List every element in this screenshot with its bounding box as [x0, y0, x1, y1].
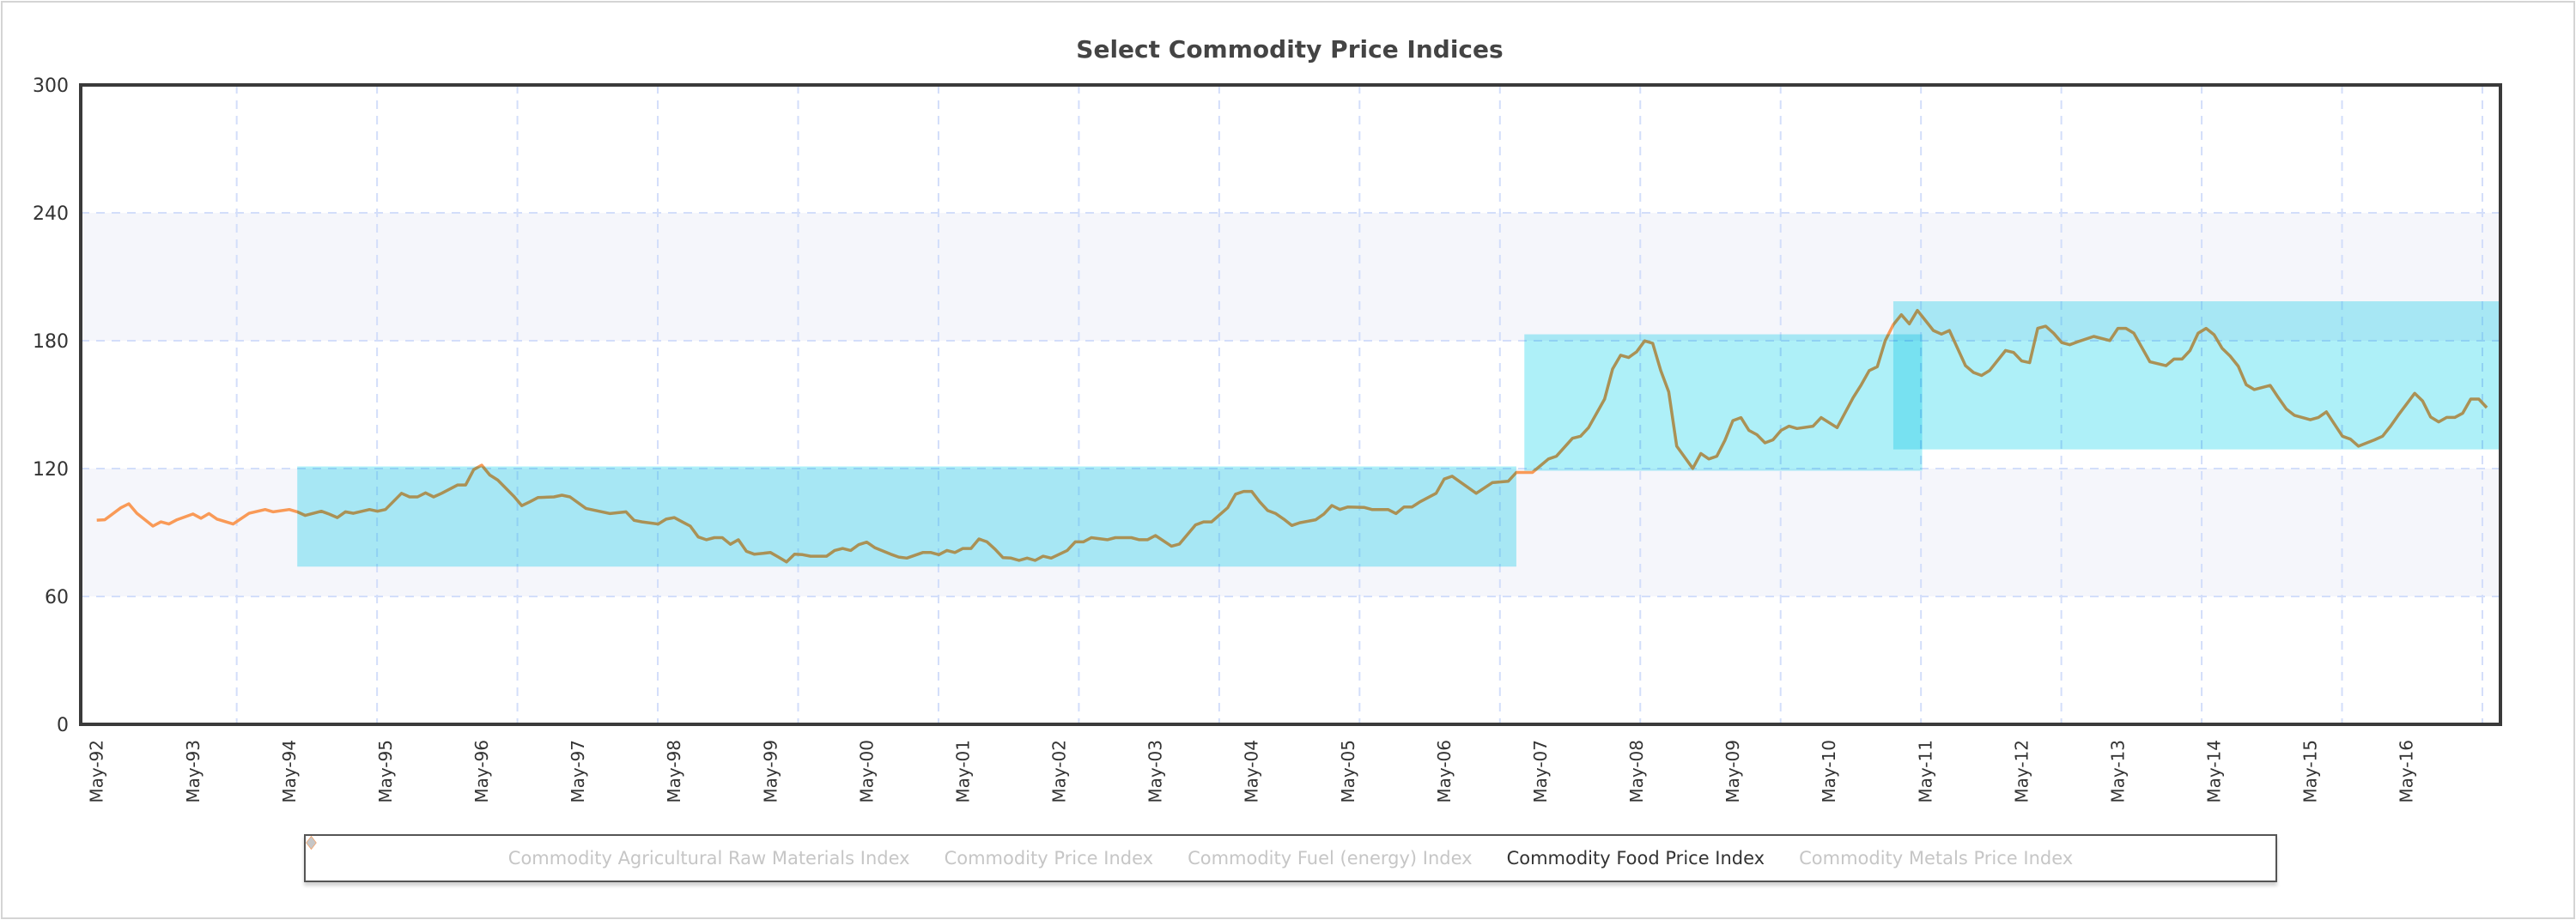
x-tick-label: May-13 — [2107, 740, 2128, 803]
x-tick-label: May-99 — [760, 740, 781, 803]
legend-item-food-price-index[interactable]: Commodity Food Price Index — [306, 836, 1765, 869]
legend-label: Commodity Fuel (energy) Index — [1188, 848, 1473, 869]
y-tick-label: 240 — [33, 203, 69, 225]
y-tick-label: 0 — [57, 715, 69, 736]
x-tick-label: May-06 — [1434, 740, 1455, 803]
x-tick-label: May-09 — [1722, 740, 1743, 803]
legend-item-metals-price-index[interactable]: Commodity Metals Price Index — [307, 837, 2074, 869]
background-stripe — [81, 596, 2500, 724]
legend: Commodity Agricultural Raw Materials Ind… — [304, 834, 2277, 882]
legend-item-fuel-energy-index[interactable]: Commodity Fuel (energy) Index — [307, 837, 1473, 869]
y-tick-label: 300 — [33, 76, 69, 97]
legend-item-commodity-price-index[interactable]: Commodity Price Index — [307, 837, 1154, 869]
legend-label: Commodity Food Price Index — [1506, 848, 1765, 869]
highlight-bands — [297, 301, 2500, 567]
x-tick-label: May-03 — [1145, 740, 1166, 803]
x-tick-label: May-08 — [1626, 740, 1647, 803]
x-tick-label: May-10 — [1819, 740, 1839, 803]
x-tick-label: May-11 — [1915, 740, 1935, 803]
x-tick-label: May-07 — [1530, 740, 1551, 803]
legend-label: Commodity Metals Price Index — [1799, 848, 2074, 869]
legend-label: Commodity Agricultural Raw Materials Ind… — [507, 848, 910, 869]
legend-label: Commodity Price Index — [944, 848, 1154, 869]
y-axis-labels: 0 60 120 180 240 300 — [33, 76, 69, 736]
diamond-marker-icon — [307, 837, 316, 849]
x-tick-label: May-12 — [2011, 740, 2032, 803]
x-tick-label: May-98 — [664, 740, 684, 803]
x-tick-label: May-04 — [1242, 740, 1262, 803]
x-tick-label: May-92 — [87, 740, 107, 803]
plot-border — [79, 83, 2502, 726]
legend-item-agricultural-raw-materials[interactable]: Commodity Agricultural Raw Materials Ind… — [307, 837, 910, 869]
highlight-band — [1893, 301, 2500, 450]
x-tick-label: May-15 — [2300, 740, 2321, 803]
background-stripe — [81, 85, 2500, 213]
x-tick-label: May-14 — [2204, 740, 2225, 803]
x-tick-label: May-95 — [375, 740, 396, 803]
x-tick-label: May-94 — [279, 740, 300, 803]
x-axis-labels: May-92 May-93 May-94 May-95 May-96 May-97 May-… — [87, 740, 2417, 803]
x-tick-label: May-96 — [471, 740, 492, 803]
x-tick-label: May-05 — [1338, 740, 1358, 803]
highlight-band — [1524, 334, 1923, 471]
x-tick-label: May-93 — [183, 740, 204, 803]
x-tick-label: May-16 — [2397, 740, 2417, 803]
x-tick-label: May-00 — [856, 740, 877, 803]
y-tick-label: 120 — [33, 459, 69, 481]
chart-title: Select Commodity Price Indices — [1076, 35, 1503, 64]
y-tick-label: 180 — [33, 331, 69, 353]
x-tick-label: May-01 — [952, 740, 973, 803]
y-tick-label: 60 — [45, 587, 69, 608]
highlight-band — [297, 466, 1516, 567]
x-tick-label: May-97 — [568, 740, 588, 803]
x-tick-label: May-02 — [1049, 740, 1070, 803]
